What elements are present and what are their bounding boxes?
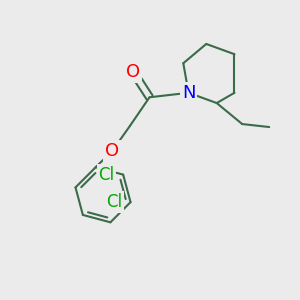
Text: O: O — [105, 142, 119, 160]
Text: O: O — [126, 63, 140, 81]
Text: N: N — [182, 84, 195, 102]
Text: Cl: Cl — [99, 166, 115, 184]
Text: Cl: Cl — [106, 193, 122, 211]
